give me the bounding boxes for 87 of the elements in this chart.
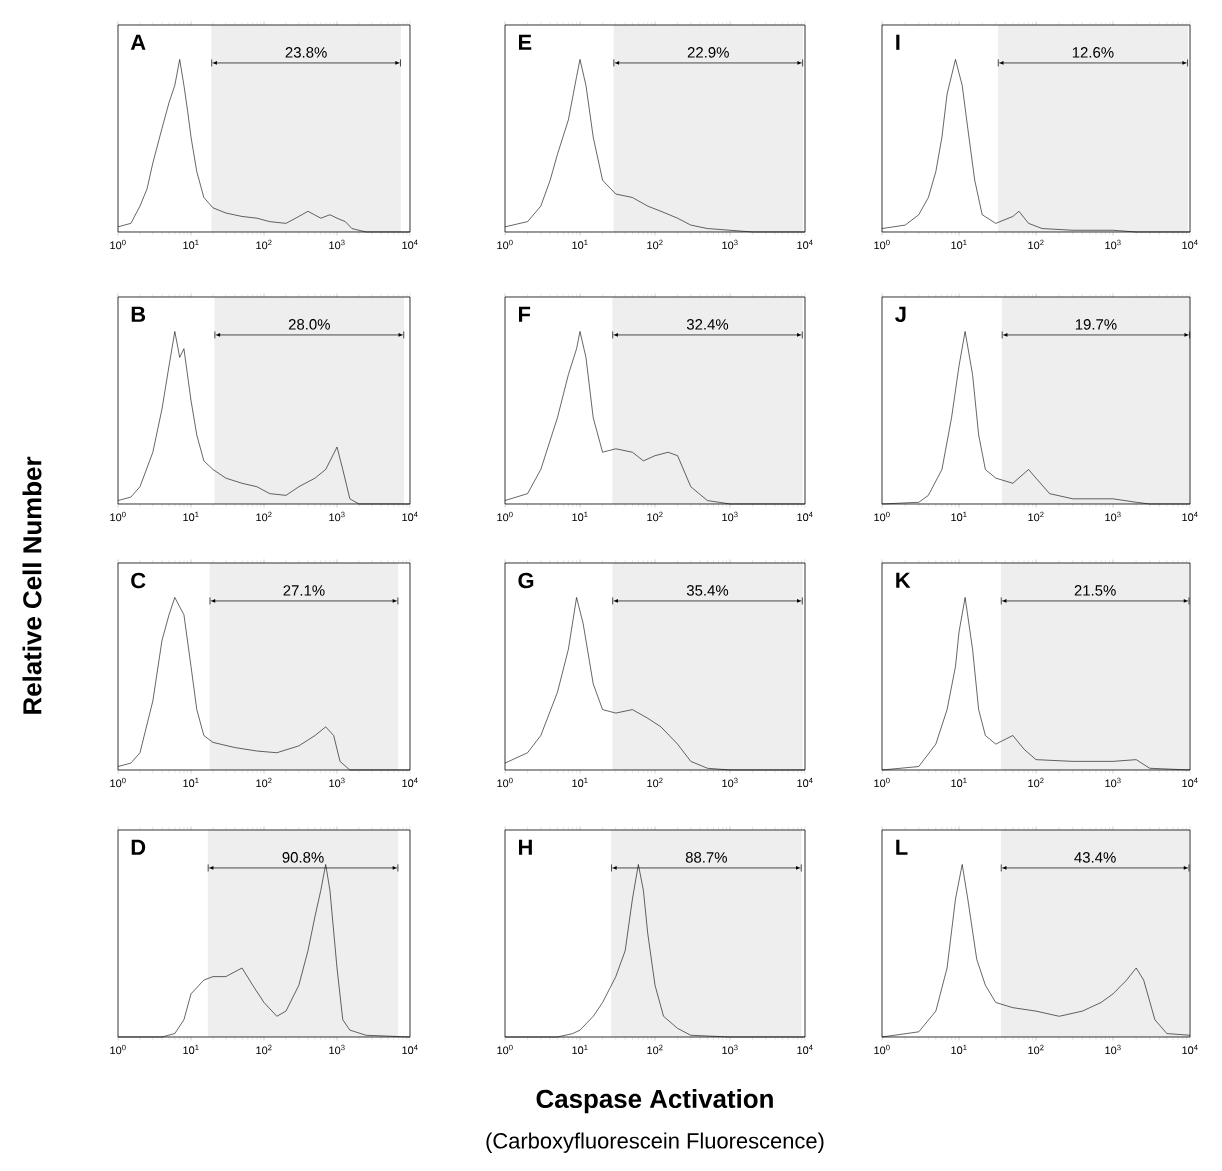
band-label: 90.8% <box>282 852 324 863</box>
x-tick-label: 10$^{2}$ <box>647 777 663 788</box>
x-tick-label: 10$^{0}$ <box>110 1044 126 1055</box>
band-label: 23.8% <box>285 47 327 58</box>
x-tick-label: 10$^{1}$ <box>572 511 588 522</box>
x-tick-label: 10$^{4}$ <box>797 511 813 522</box>
x-tick-label: 10$^{2}$ <box>256 1044 272 1055</box>
chart-title: C <box>131 572 146 589</box>
x-tick-label: 10$^{1}$ <box>951 511 967 522</box>
x-tick-label: 10$^{4}$ <box>797 239 813 250</box>
chart-title: I <box>896 34 900 50</box>
x-tick-label: 10$^{4}$ <box>1182 777 1198 788</box>
chart-title: E <box>518 34 532 50</box>
text: (Carboxyfluorescein Fluorescence) <box>486 1132 824 1153</box>
x-tick-label: 10$^{3}$ <box>1105 777 1121 788</box>
x-tick-label: 10$^{4}$ <box>797 777 813 788</box>
x-tick-label: 10$^{1}$ <box>183 511 199 522</box>
band-label: 28.0% <box>288 319 330 330</box>
chart-title: H <box>518 839 532 855</box>
x-tick-label: 10$^{2}$ <box>256 239 272 250</box>
x-tick-label: 10$^{3}$ <box>329 239 345 250</box>
chart-title: G <box>518 572 534 589</box>
x-tick-label: 10$^{0}$ <box>110 239 126 250</box>
chart-title: D <box>131 839 146 855</box>
x-tick-label: 10$^{0}$ <box>110 511 126 522</box>
x-tick-label: 10$^{0}$ <box>497 511 513 522</box>
band-label: 88.7% <box>685 852 727 863</box>
x-tick-label: 10$^{4}$ <box>797 1044 813 1055</box>
band-label: 19.7% <box>1075 319 1117 330</box>
x-tick-label: 10$^{0}$ <box>874 511 890 522</box>
band-label: 22.9% <box>687 47 729 58</box>
x-tick-label: 10$^{2}$ <box>1028 777 1044 788</box>
x-tick-label: 10$^{3}$ <box>722 239 738 250</box>
x-tick-label: 10$^{1}$ <box>951 777 967 788</box>
band-label: 21.5% <box>1074 585 1116 596</box>
x-tick-label: 10$^{1}$ <box>183 777 199 788</box>
band-label: 35.4% <box>686 585 729 596</box>
band-label: 32.4% <box>686 319 729 330</box>
x-tick-label: 10$^{0}$ <box>497 777 513 788</box>
x-tick-label: 10$^{2}$ <box>647 239 663 250</box>
x-tick-label: 10$^{3}$ <box>722 1044 738 1055</box>
x-tick-label: 10$^{2}$ <box>1028 1044 1044 1055</box>
x-tick-label: 10$^{0}$ <box>497 239 513 250</box>
x-tick-label: 10$^{4}$ <box>402 777 418 788</box>
x-tick-label: 10$^{1}$ <box>572 777 588 788</box>
x-tick-label: 10$^{4}$ <box>1182 1044 1198 1055</box>
x-tick-label: 10$^{0}$ <box>497 1044 513 1055</box>
x-tick-label: 10$^{1}$ <box>183 1044 199 1055</box>
band-label: 27.1% <box>283 585 325 596</box>
x-tick-label: 10$^{1}$ <box>572 1044 588 1055</box>
chart-title: B <box>131 306 146 322</box>
x-tick-label: 10$^{4}$ <box>402 1044 418 1055</box>
x-tick-label: 10$^{1}$ <box>572 239 588 250</box>
x-tick-label: 10$^{0}$ <box>874 239 890 250</box>
x-tick-label: 10$^{2}$ <box>256 511 272 522</box>
x-axis-title: Caspase Activation <box>536 1089 773 1114</box>
x-tick-label: 10$^{3}$ <box>329 777 345 788</box>
chart-title: J <box>895 306 906 323</box>
band-label: 12.6% <box>1072 47 1114 58</box>
x-tick-label: 10$^{1}$ <box>951 239 967 250</box>
x-tick-label: 10$^{1}$ <box>951 1044 967 1055</box>
x-tick-label: 10$^{0}$ <box>874 777 890 788</box>
x-tick-label: 10$^{0}$ <box>874 1044 890 1055</box>
x-tick-label: 10$^{1}$ <box>183 239 199 250</box>
x-tick-label: 10$^{4}$ <box>1182 239 1198 250</box>
x-tick-label: 10$^{3}$ <box>329 1044 345 1055</box>
x-tick-label: 10$^{2}$ <box>1028 511 1044 522</box>
x-tick-label: 10$^{4}$ <box>402 239 418 250</box>
x-tick-label: 10$^{4}$ <box>402 511 418 522</box>
chart-title: L <box>896 839 908 855</box>
x-tick-label: 10$^{3}$ <box>722 511 738 522</box>
chart-title: K <box>896 572 911 588</box>
y-axis-title: Relative Cell Number <box>22 456 42 714</box>
x-tick-label: 10$^{2}$ <box>1028 239 1044 250</box>
x-tick-label: 10$^{4}$ <box>1182 511 1198 522</box>
x-tick-label: 10$^{3}$ <box>1105 511 1121 522</box>
x-tick-label: 10$^{2}$ <box>647 511 663 522</box>
x-tick-label: 10$^{3}$ <box>1105 239 1121 250</box>
chart-title: A <box>130 34 146 50</box>
x-tick-label: 10$^{2}$ <box>256 777 272 788</box>
chart-title: F <box>518 306 531 322</box>
x-tick-label: 10$^{3}$ <box>329 511 345 522</box>
x-tick-label: 10$^{3}$ <box>722 777 738 788</box>
x-tick-label: 10$^{3}$ <box>1105 1044 1121 1055</box>
x-tick-label: 10$^{2}$ <box>647 1044 663 1055</box>
band-label: 43.4% <box>1074 852 1116 863</box>
x-tick-label: 10$^{0}$ <box>110 777 126 788</box>
